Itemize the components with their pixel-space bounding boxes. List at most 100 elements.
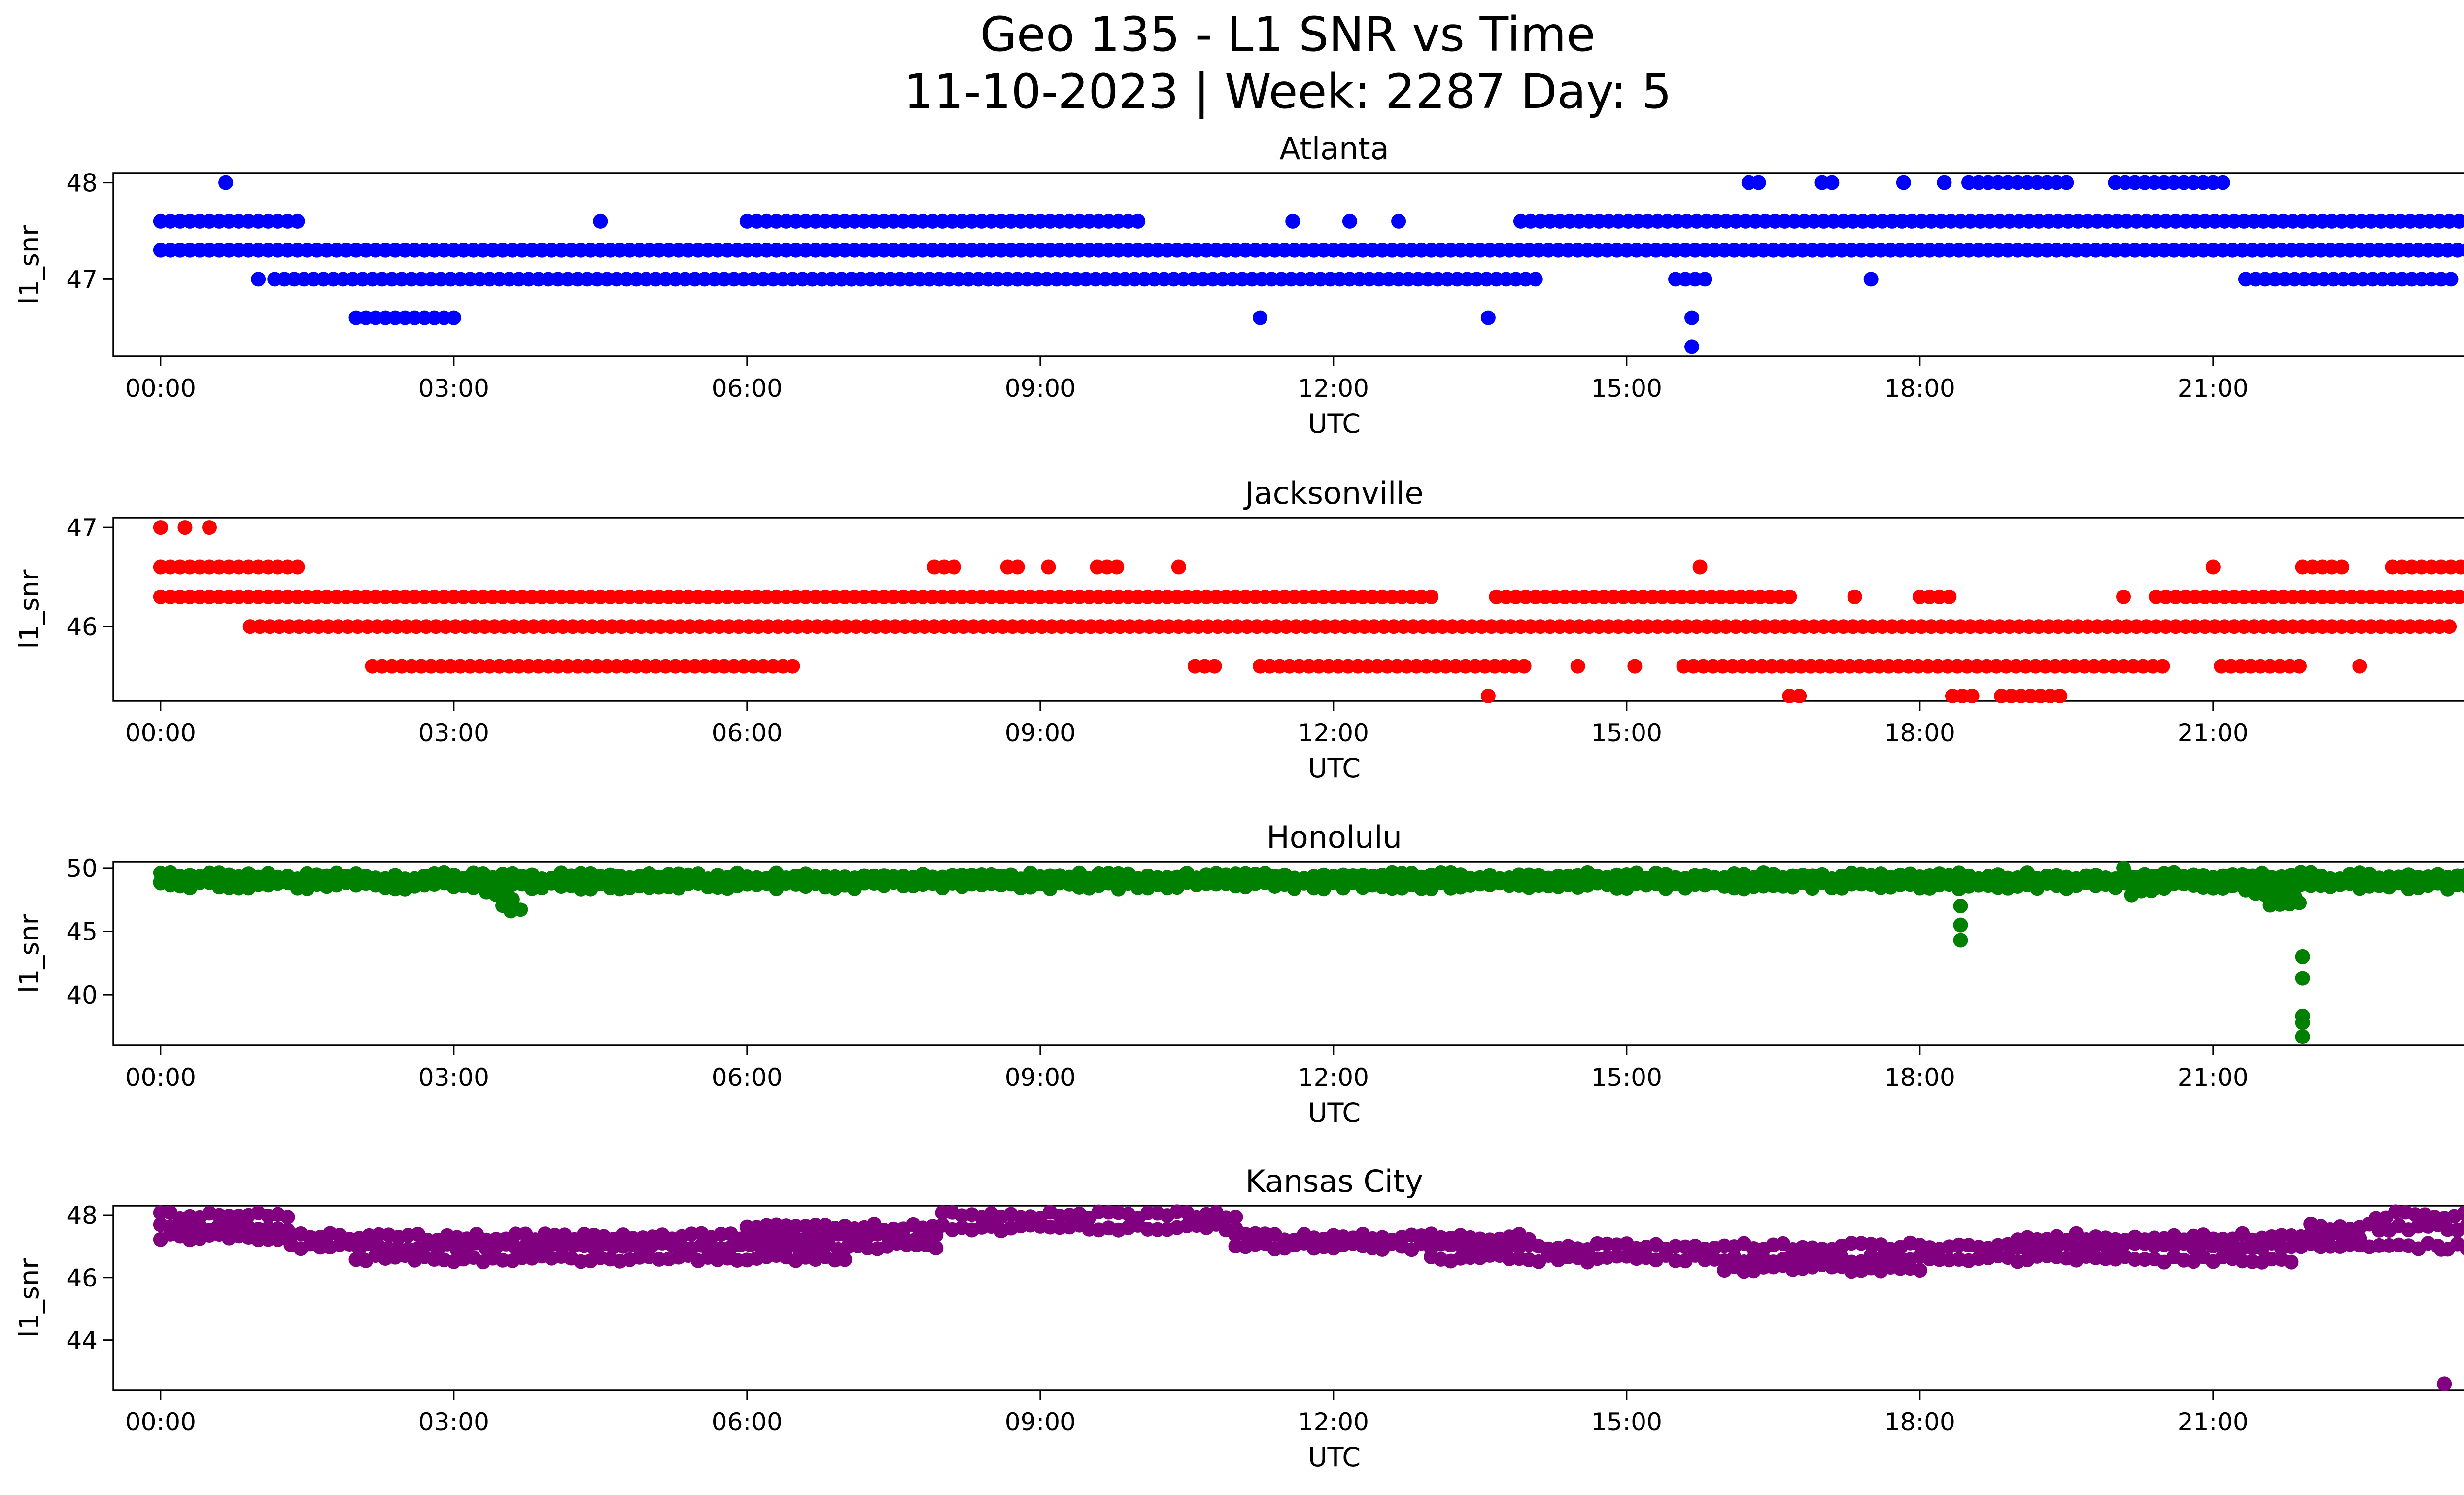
data-point: [2443, 272, 2459, 287]
data-point: [2295, 971, 2310, 986]
data-point: [2284, 1254, 2299, 1270]
x-axis-label: UTC: [1308, 1097, 1361, 1128]
data-point: [2442, 619, 2457, 634]
subplot-atlanta: Atlanta 00:00 03:00 06:00 09:00 12:00 15:00 18:…: [14, 131, 2464, 439]
y-tick-label: 45: [66, 917, 98, 946]
data-point: [2292, 895, 2307, 910]
axes-frame: [112, 172, 2464, 357]
y-tick-label: 50: [66, 854, 98, 883]
x-tick-label: 09:00: [1005, 374, 1076, 403]
data-point: [2144, 883, 2159, 899]
x-tick-label: 12:00: [1298, 1063, 1369, 1092]
x-tick-label: 03:00: [418, 1408, 489, 1436]
data-point: [2461, 215, 2464, 227]
x-tick-label: 15:00: [1591, 719, 1662, 747]
data-point: [1697, 272, 1712, 287]
data-point: [1824, 175, 1840, 190]
data-points: [153, 860, 2464, 1044]
data-point: [1228, 1209, 1243, 1224]
data-point: [2453, 559, 2464, 575]
data-point: [2451, 213, 2464, 229]
data-point: [2116, 860, 2131, 875]
y-tick-label: 44: [66, 1326, 98, 1355]
axes-frame: [112, 517, 2464, 702]
data-point: [1480, 688, 1496, 703]
data-point: [505, 892, 520, 907]
data-point: [251, 272, 266, 287]
subplot-kansas-city: Kansas City 00:00 03:00 06:00 09:00 12:00 15:0…: [14, 1163, 2464, 1473]
data-point: [2460, 867, 2464, 881]
data-point: [928, 1240, 944, 1255]
x-tick-label: 12:00: [1298, 719, 1369, 747]
x-axis-label: UTC: [1308, 408, 1361, 439]
data-point: [1342, 213, 1357, 229]
x-tick-label: 18:00: [1884, 374, 1955, 403]
data-point: [2295, 949, 2310, 964]
axes-frame: [112, 1205, 2464, 1391]
data-points: [153, 1204, 2464, 1391]
x-tick-label: 21:00: [2178, 719, 2249, 747]
data-point: [1627, 659, 1643, 674]
data-point: [1029, 272, 1045, 287]
data-point: [202, 520, 217, 535]
data-point: [1570, 659, 1585, 674]
subplot-title: Kansas City: [1245, 1163, 1423, 1199]
x-tick-label: 00:00: [125, 719, 196, 747]
data-point: [1792, 688, 1807, 703]
data-point: [446, 310, 461, 325]
data-point: [2461, 591, 2464, 603]
data-point: [2059, 175, 2074, 190]
data-point: [1207, 659, 1222, 674]
data-point: [2460, 243, 2464, 257]
x-tick-label: 06:00: [712, 374, 783, 403]
x-tick-label: 09:00: [1005, 1063, 1076, 1092]
data-point: [2205, 559, 2221, 575]
figure-title-line-1: Geo 135 - L1 SNR vs Time: [980, 7, 1596, 62]
x-tick-label: 06:00: [712, 1408, 783, 1436]
x-tick-label: 21:00: [2178, 1408, 2249, 1436]
x-tick-label: 18:00: [1884, 1063, 1955, 1092]
data-point: [2433, 1242, 2449, 1257]
data-point: [1953, 917, 1968, 933]
y-axis-label: l1_snr: [14, 913, 45, 993]
x-tick-label: 15:00: [1591, 374, 1662, 403]
subplot-honolulu: Honolulu 00:00 03:00 06:00 09:00 12:00 15:00 18…: [14, 819, 2464, 1128]
data-point: [1684, 339, 1700, 354]
data-point: [513, 902, 528, 917]
data-point: [2451, 589, 2464, 604]
subplot-title: Jacksonville: [1243, 475, 1423, 511]
y-axis-label: l1_snr: [14, 1258, 45, 1338]
y-tick-label: 40: [66, 981, 98, 1009]
data-point: [1171, 559, 1186, 575]
data-point: [2460, 1242, 2464, 1255]
data-points: [153, 520, 2464, 703]
data-point: [2292, 659, 2307, 674]
data-point: [153, 520, 168, 535]
data-point: [1782, 589, 1797, 604]
x-tick-label: 21:00: [2178, 374, 2249, 403]
x-tick-label: 00:00: [125, 374, 196, 403]
data-point: [280, 1210, 295, 1225]
data-point: [1751, 175, 1766, 190]
x-tick-label: 18:00: [1884, 719, 1955, 747]
data-point: [1953, 933, 1968, 948]
x-tick-label: 15:00: [1591, 1408, 1662, 1436]
data-point: [2460, 880, 2464, 894]
data-point: [1480, 310, 1496, 325]
data-point: [2460, 1218, 2464, 1232]
data-point: [177, 520, 193, 535]
y-axis-label: l1_snr: [14, 569, 45, 649]
data-point: [1391, 213, 1406, 229]
figure-title-line-2: 11-10-2023 | Week: 2287 Day: 5: [904, 64, 1672, 120]
data-point: [2456, 1206, 2464, 1221]
x-tick-label: 00:00: [125, 1408, 196, 1436]
data-point: [2352, 1231, 2367, 1246]
data-point: [2334, 559, 2349, 575]
data-point: [1692, 559, 1708, 575]
x-axis-label: UTC: [1308, 1442, 1361, 1473]
data-point: [1847, 589, 1862, 604]
x-tick-label: 15:00: [1591, 1063, 1662, 1092]
x-tick-label: 09:00: [1005, 719, 1076, 747]
axes-frame: [112, 861, 2464, 1046]
